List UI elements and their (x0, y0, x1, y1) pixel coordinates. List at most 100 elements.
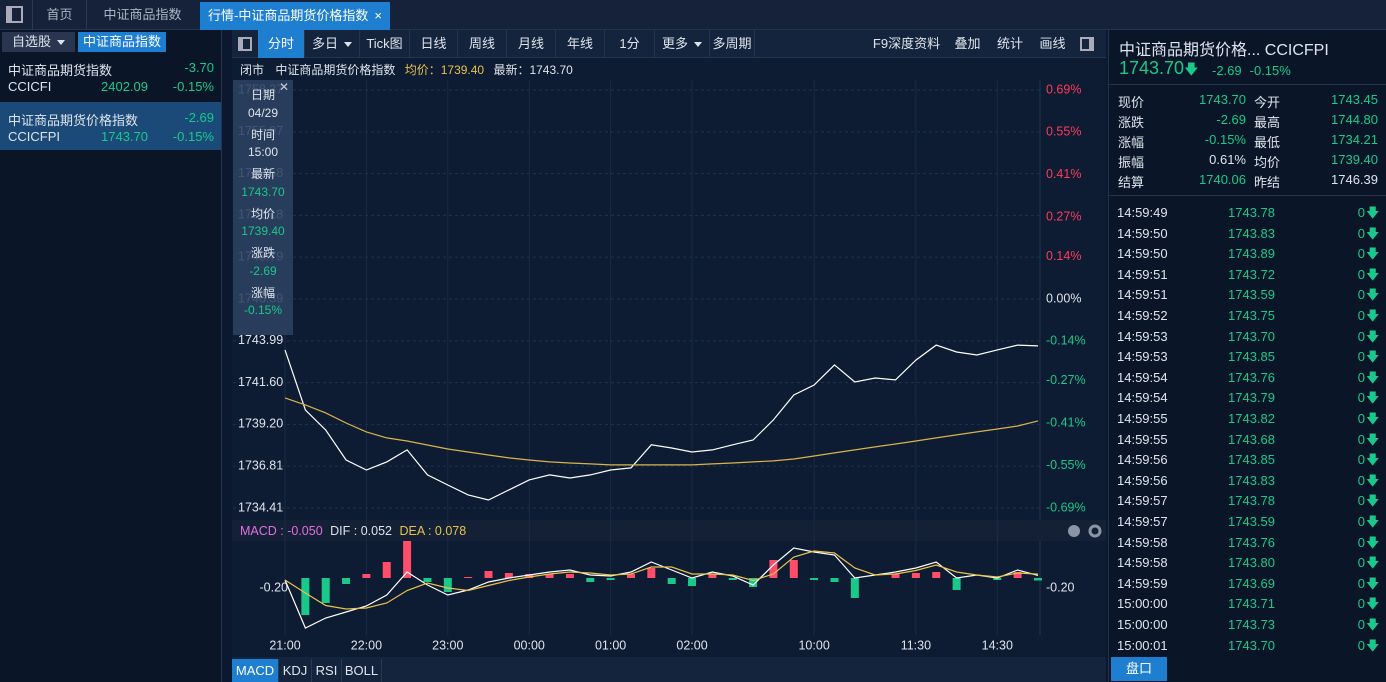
dropdown-arrow (344, 42, 352, 48)
indicator-tab[interactable]: MACD (232, 659, 279, 682)
panel-icon[interactable] (238, 37, 252, 51)
tick-time: 15:00:01 (1117, 637, 1168, 653)
toolbar-button[interactable]: 多周期 (710, 30, 755, 58)
tick-price: 1743.69 (1228, 575, 1275, 591)
macd-bar (586, 578, 595, 582)
bottom-tab[interactable]: 盘口 (1111, 657, 1167, 681)
quote-name: 中证商品期货价格... (1119, 42, 1261, 59)
button-label: 多周期 (712, 36, 752, 51)
macd-bar (1034, 578, 1042, 581)
quote-label: 今开 (1254, 95, 1281, 110)
tick-volume: 0 (1357, 637, 1365, 653)
tab[interactable]: 中证商品指数 (86, 0, 198, 30)
tick-arrow: 🡇 (1366, 555, 1380, 571)
toolbar-button[interactable]: 1分 (605, 30, 655, 58)
toolbar-button[interactable]: 分时 (258, 30, 305, 58)
macd-bar (484, 571, 493, 578)
toolbar-button[interactable]: 日线 (410, 30, 458, 58)
macd-bar (667, 578, 676, 584)
tab-bar: 首页 中证商品指数 行情-中证商品期货价格指数 × (0, 0, 1386, 30)
y2-tick-label: 0.00% (1046, 291, 1081, 305)
instrument-name: 中证商品期货价格指数 (275, 63, 396, 77)
toolbar-button[interactable]: Tick图 (360, 30, 410, 58)
item-change: -2.69 (184, 110, 214, 125)
toolbar-button[interactable]: 月线 (507, 30, 556, 58)
tick-volume: 0 (1357, 514, 1365, 529)
tick-price: 1743.79 (1228, 390, 1275, 406)
macd-bar (443, 578, 452, 592)
panel-icon[interactable] (1080, 37, 1094, 51)
indicator-tab[interactable]: KDJ (279, 659, 312, 682)
tick-time: 14:59:57 (1117, 493, 1168, 509)
quote-value: 1744.80 (1331, 112, 1378, 127)
toolbar-button[interactable]: 多日 (305, 30, 360, 58)
tick-price: 1743.71 (1228, 596, 1275, 612)
tick-arrow: 🡇 (1366, 452, 1380, 468)
tab-close[interactable]: × (374, 8, 382, 23)
macd-bar (769, 560, 778, 578)
toolbar-button[interactable]: 年线 (556, 30, 605, 58)
macd-bar (342, 578, 351, 584)
indicator-tab[interactable]: RSI (312, 659, 342, 682)
tooltip-value: 15:00 (247, 145, 279, 159)
macd-bar (525, 574, 534, 578)
macd-bar (606, 578, 615, 580)
tick-arrow: 🡇 (1366, 493, 1380, 509)
toolbar-button[interactable]: 画线 (1039, 36, 1066, 51)
tick-arrow: 🡇 (1366, 349, 1380, 365)
dropdown-arrow (694, 42, 702, 48)
quote-label: 昨结 (1254, 175, 1281, 190)
toolbar-button[interactable]: F9深度资料 (872, 36, 941, 51)
close-icon[interactable] (1068, 525, 1080, 537)
macd-bar (789, 560, 798, 578)
tab[interactable]: 首页 (32, 0, 86, 30)
tick-volume: 0 (1357, 369, 1365, 385)
quote-value: 1743.45 (1331, 92, 1378, 107)
macd-bar (911, 573, 920, 578)
y2-tick-label: 0.55% (1046, 125, 1081, 139)
toolbar-button[interactable]: 统计 (996, 36, 1023, 51)
toolbar-button[interactable]: 周线 (458, 30, 507, 58)
quote-label: 均价 (1254, 155, 1281, 170)
menu-icon[interactable] (6, 6, 23, 23)
sidebar-tab-active[interactable]: 中证商品指数 (78, 32, 166, 52)
toolbar-button[interactable]: 更多 (655, 30, 710, 58)
tick-time: 14:59:57 (1117, 514, 1168, 529)
x-tick-label: 11:30 (901, 638, 931, 652)
indicator-tab[interactable]: BOLL (342, 659, 382, 682)
tooltip-label: 均价 (250, 206, 275, 221)
item-highlight[interactable] (0, 102, 221, 150)
item-code: CCICFI (8, 79, 52, 94)
tab-active[interactable]: 行情-中证商品期货价格指数 × (200, 2, 390, 30)
tick-arrow: 🡇 (1366, 534, 1380, 550)
tick-volume: 0 (1357, 431, 1365, 447)
toolbar-button[interactable]: 叠加 (954, 36, 981, 51)
tooltip-close[interactable]: ✕ (278, 80, 289, 94)
tick-price: 1743.70 (1228, 637, 1275, 653)
macd-bar (830, 578, 839, 582)
macd-bar (362, 574, 371, 578)
macd-bar (850, 578, 859, 598)
macd-bar (565, 574, 574, 578)
tick-price: 1743.76 (1228, 534, 1275, 550)
macd-bar (504, 573, 513, 578)
pct: -0.15% (1249, 63, 1291, 78)
tick-volume: 0 (1357, 390, 1365, 406)
tick-price: 1743.76 (1228, 369, 1275, 385)
macd-bar (301, 578, 310, 615)
macd-bar (403, 541, 412, 578)
tick-price: 1743.78 (1228, 205, 1275, 220)
settings-icon[interactable] (1088, 524, 1102, 538)
quote-value: 1734.21 (1331, 132, 1378, 147)
tick-price: 1743.89 (1228, 246, 1275, 262)
tick-arrow: 🡇 (1366, 596, 1380, 612)
quote-panel: 中证商品期货价格... CCICFPI 1743.70🡇 -2.69 -0.15%… (1108, 30, 1386, 682)
y2-tick-label: 0.69% (1046, 82, 1081, 96)
macd-bar (545, 574, 554, 578)
macd-bar (891, 574, 900, 578)
macd-header: MACD : -0.050 DIF : 0.052 DEA : 0.078 (240, 524, 466, 538)
tick-price: 1743.85 (1228, 349, 1275, 365)
macd-label: MACD : -0.050 (240, 524, 323, 538)
tick-price: 1743.82 (1228, 411, 1275, 426)
sidebar-tab[interactable]: 自选股 (2, 32, 75, 52)
